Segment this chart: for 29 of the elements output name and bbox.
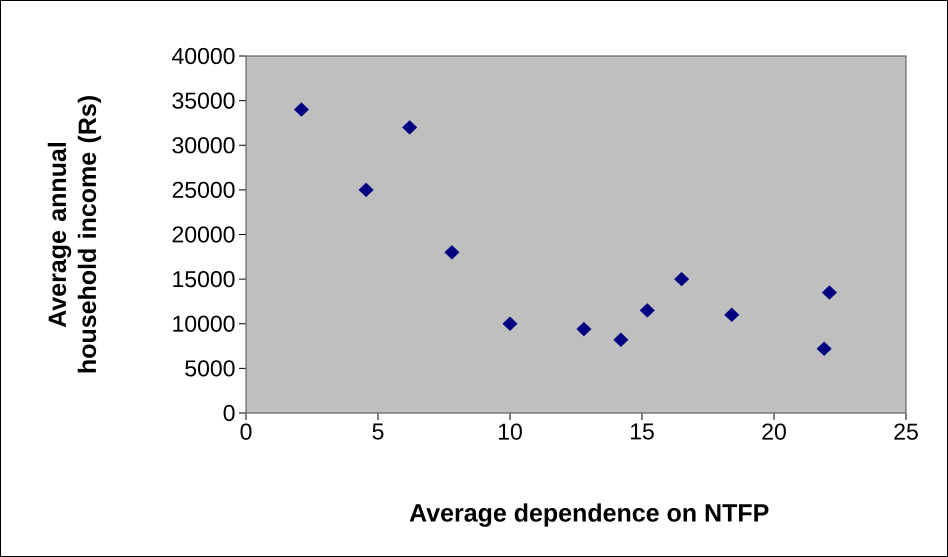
y-tick-label: 0	[224, 404, 235, 422]
point	[402, 120, 418, 135]
y-tick-label: 15000	[173, 270, 235, 288]
point	[358, 182, 374, 198]
point	[816, 342, 832, 356]
point	[674, 272, 690, 286]
point	[640, 303, 655, 318]
y-tick-label: 35000	[172, 92, 235, 109]
y-tick-label: 5000	[185, 360, 235, 376]
point	[613, 332, 628, 348]
x-tick-label: 0	[240, 424, 252, 440]
point	[502, 316, 518, 331]
y-tick-label: 20000	[172, 226, 235, 243]
point	[294, 102, 309, 117]
x-tick-label: 15	[630, 424, 654, 440]
x-tick-label: 20	[762, 424, 786, 440]
point	[444, 245, 460, 260]
x-tick-label: 5	[372, 424, 384, 440]
y-tick-label: 40000	[172, 48, 235, 64]
y-tick-label: 10000	[173, 316, 235, 332]
x-tick-label: 25	[894, 424, 918, 440]
point	[822, 285, 837, 300]
y-tick-label: 30000	[172, 137, 235, 154]
point	[724, 308, 740, 322]
x-tick-label: 10	[498, 424, 522, 440]
y-tick-label: 25000	[172, 182, 235, 198]
point	[576, 322, 592, 336]
x-axis-title: Average dependence on NTFP	[410, 503, 768, 527]
y-axis-title: Average annual household income (Rs)	[48, 96, 102, 372]
